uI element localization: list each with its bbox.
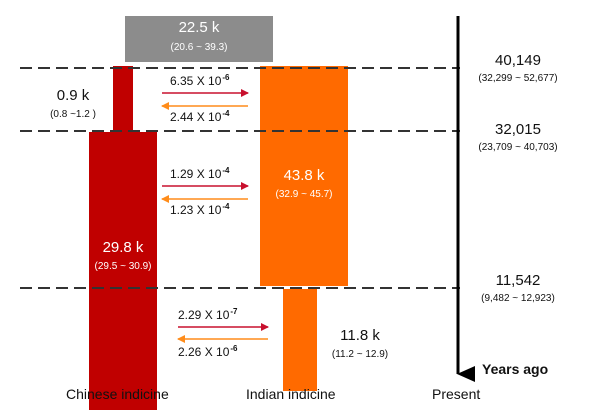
chinese-late-block xyxy=(89,132,157,410)
indian-late-ne: 11.8 k xyxy=(340,327,380,344)
chinese-early-block xyxy=(113,66,133,132)
time-ci: (23,709 ~ 40,703) xyxy=(478,142,558,153)
migration-rate-exponent: -4 xyxy=(222,166,230,175)
chinese-late-label: 29.8 k (29.5 ~ 30.9) xyxy=(89,239,157,272)
indian-late-label: 11.8 k (11.2 ~ 12.9) xyxy=(320,327,400,360)
migration-rate-label: 2.26 X 10-6 xyxy=(178,344,238,359)
indian-early-ne-ci: (32.9 ~ 45.7) xyxy=(275,189,333,200)
migration-rate-label: 2.44 X 10-4 xyxy=(170,109,230,124)
time-years: 32,015 xyxy=(495,121,541,138)
indian-early-label: 43.8 k (32.9 ~ 45.7) xyxy=(260,167,348,200)
time-label: 32,015 (23,709 ~ 40,703) xyxy=(458,121,578,153)
migration-rate-base: 2.26 X 10 xyxy=(178,345,230,359)
migration-rate-label: 2.29 X 10-7 xyxy=(178,307,238,322)
chinese-indicine-label: Chinese indicine xyxy=(66,386,169,402)
migration-rate-base: 6.35 X 10 xyxy=(170,74,222,88)
migration-rate-base: 1.29 X 10 xyxy=(170,167,222,181)
time-label: 40,149 (32,299 ~ 52,677) xyxy=(458,52,578,84)
ancestral-ne-ci: (20.6 ~ 39.3) xyxy=(170,42,228,53)
chinese-late-ne: 29.8 k xyxy=(102,239,144,256)
time-ci: (9,482 ~ 12,923) xyxy=(481,293,555,304)
time-label: 11,542 (9,482 ~ 12,923) xyxy=(458,272,578,304)
indian-late-ne-ci: (11.2 ~ 12.9) xyxy=(331,349,389,360)
ancestral-ne: 22.5 k xyxy=(178,19,220,36)
time-ci: (32,299 ~ 52,677) xyxy=(478,73,558,84)
ancestral-population-block: 22.5 k (20.6 ~ 39.3) xyxy=(125,16,273,62)
chinese-late-ne-ci: (29.5 ~ 30.9) xyxy=(94,261,152,272)
indian-early-ne: 43.8 k xyxy=(283,167,325,184)
years-ago-label: Years ago xyxy=(482,361,549,377)
chinese-early-label: 0.9 k (0.8 ~1.2 ) xyxy=(38,87,108,120)
migration-rate-exponent: -7 xyxy=(230,307,238,316)
migration-rate-exponent: -4 xyxy=(222,202,230,211)
migration-rate-label: 6.35 X 10-6 xyxy=(170,73,230,88)
time-years: 40,149 xyxy=(495,52,541,69)
indian-indicine-label: Indian indicine xyxy=(246,386,336,402)
migration-rate-exponent: -6 xyxy=(230,344,238,353)
migration-rate-exponent: -6 xyxy=(222,73,230,82)
time-years: 11,542 xyxy=(495,272,541,289)
migration-rate-base: 1.23 X 10 xyxy=(170,203,222,217)
indian-early-block xyxy=(260,66,348,286)
present-label: Present xyxy=(432,386,481,402)
migration-rate-base: 2.44 X 10 xyxy=(170,110,222,124)
migration-rate-exponent: -4 xyxy=(222,109,230,118)
chinese-early-ne-ci: (0.8 ~1.2 ) xyxy=(50,109,96,120)
migration-rate-base: 2.29 X 10 xyxy=(178,308,230,322)
chinese-early-ne: 0.9 k xyxy=(56,87,90,104)
indian-late-block xyxy=(283,289,317,391)
migration-rate-label: 1.29 X 10-4 xyxy=(170,166,230,181)
migration-rate-label: 1.23 X 10-4 xyxy=(170,202,230,217)
